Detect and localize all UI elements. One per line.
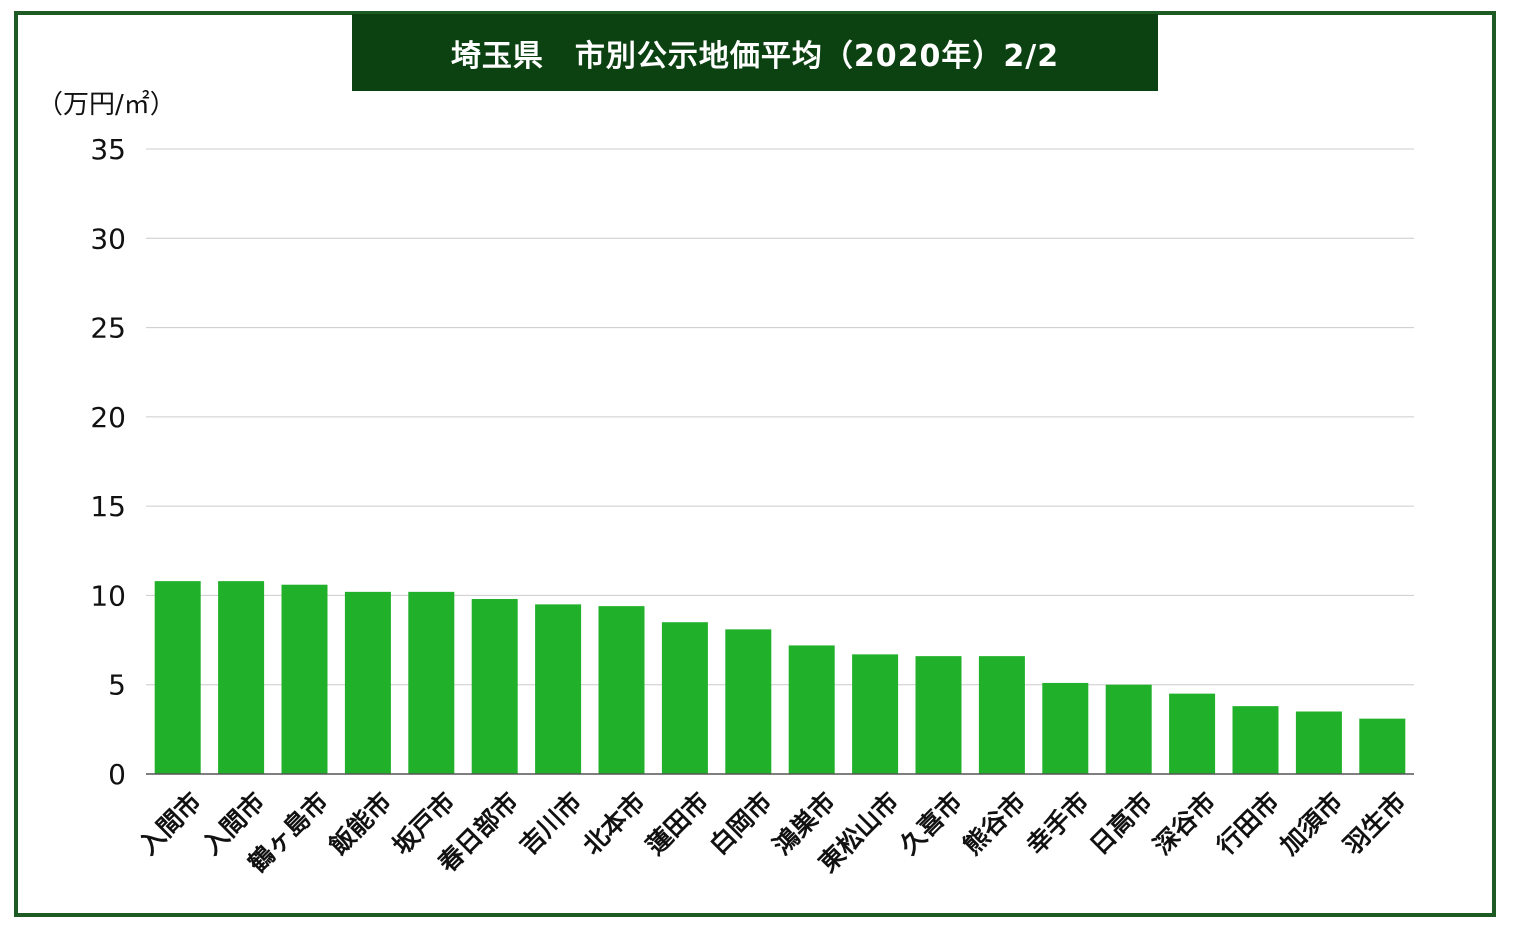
- x-tick-label: 飯能市: [323, 787, 397, 861]
- bar: [1359, 718, 1406, 774]
- chart-title-box: 埼玉県 市別公示地価平均（2020年）2/2: [352, 14, 1158, 91]
- y-tick-label: 20: [90, 401, 126, 434]
- bar: [154, 581, 201, 774]
- x-tick-label: 熊谷市: [958, 787, 1032, 861]
- bar: [1295, 711, 1342, 774]
- bar: [218, 581, 265, 774]
- x-tick-label: 北本市: [577, 787, 651, 861]
- y-tick-label: 25: [90, 312, 126, 345]
- y-tick-label: 35: [90, 133, 126, 166]
- x-tick-label: 白岡市: [704, 787, 778, 861]
- x-tick-label: 加須市: [1274, 787, 1348, 861]
- bar: [1232, 706, 1279, 774]
- x-tick-label: 幸手市: [1021, 787, 1095, 861]
- bar: [788, 645, 835, 774]
- bar: [915, 656, 962, 774]
- x-tick-label: 入間市: [133, 787, 207, 861]
- x-tick-label: 羽生市: [1338, 787, 1412, 861]
- x-tick-label: 蓮田市: [641, 787, 715, 861]
- bar: [281, 584, 328, 774]
- y-tick-label: 30: [90, 222, 126, 255]
- y-tick-label: 0: [108, 758, 126, 791]
- bar: [471, 599, 518, 774]
- bar: [661, 622, 708, 774]
- chart-title: 埼玉県 市別公示地価平均（2020年）2/2: [450, 38, 1060, 74]
- x-tick-label: 深谷市: [1148, 787, 1222, 861]
- y-tick-label: 10: [90, 579, 126, 612]
- bar: [1169, 693, 1216, 774]
- bar: [408, 591, 455, 774]
- x-tick-label: 吉川市: [514, 787, 588, 861]
- bar: [725, 629, 772, 774]
- bar: [978, 656, 1025, 774]
- bar: [344, 591, 391, 774]
- y-tick-label: 5: [108, 669, 126, 702]
- bar: [598, 606, 645, 774]
- y-axis-unit-label: （万円/㎡）: [37, 90, 176, 120]
- bar: [535, 604, 582, 774]
- x-tick-label: 久喜市: [894, 787, 968, 861]
- bar: [1042, 682, 1089, 774]
- bar: [852, 654, 899, 774]
- bar: [1105, 684, 1152, 774]
- x-tick-label: 日高市: [1084, 787, 1158, 861]
- y-tick-label: 15: [90, 490, 126, 523]
- x-tick-label: 行田市: [1211, 787, 1285, 861]
